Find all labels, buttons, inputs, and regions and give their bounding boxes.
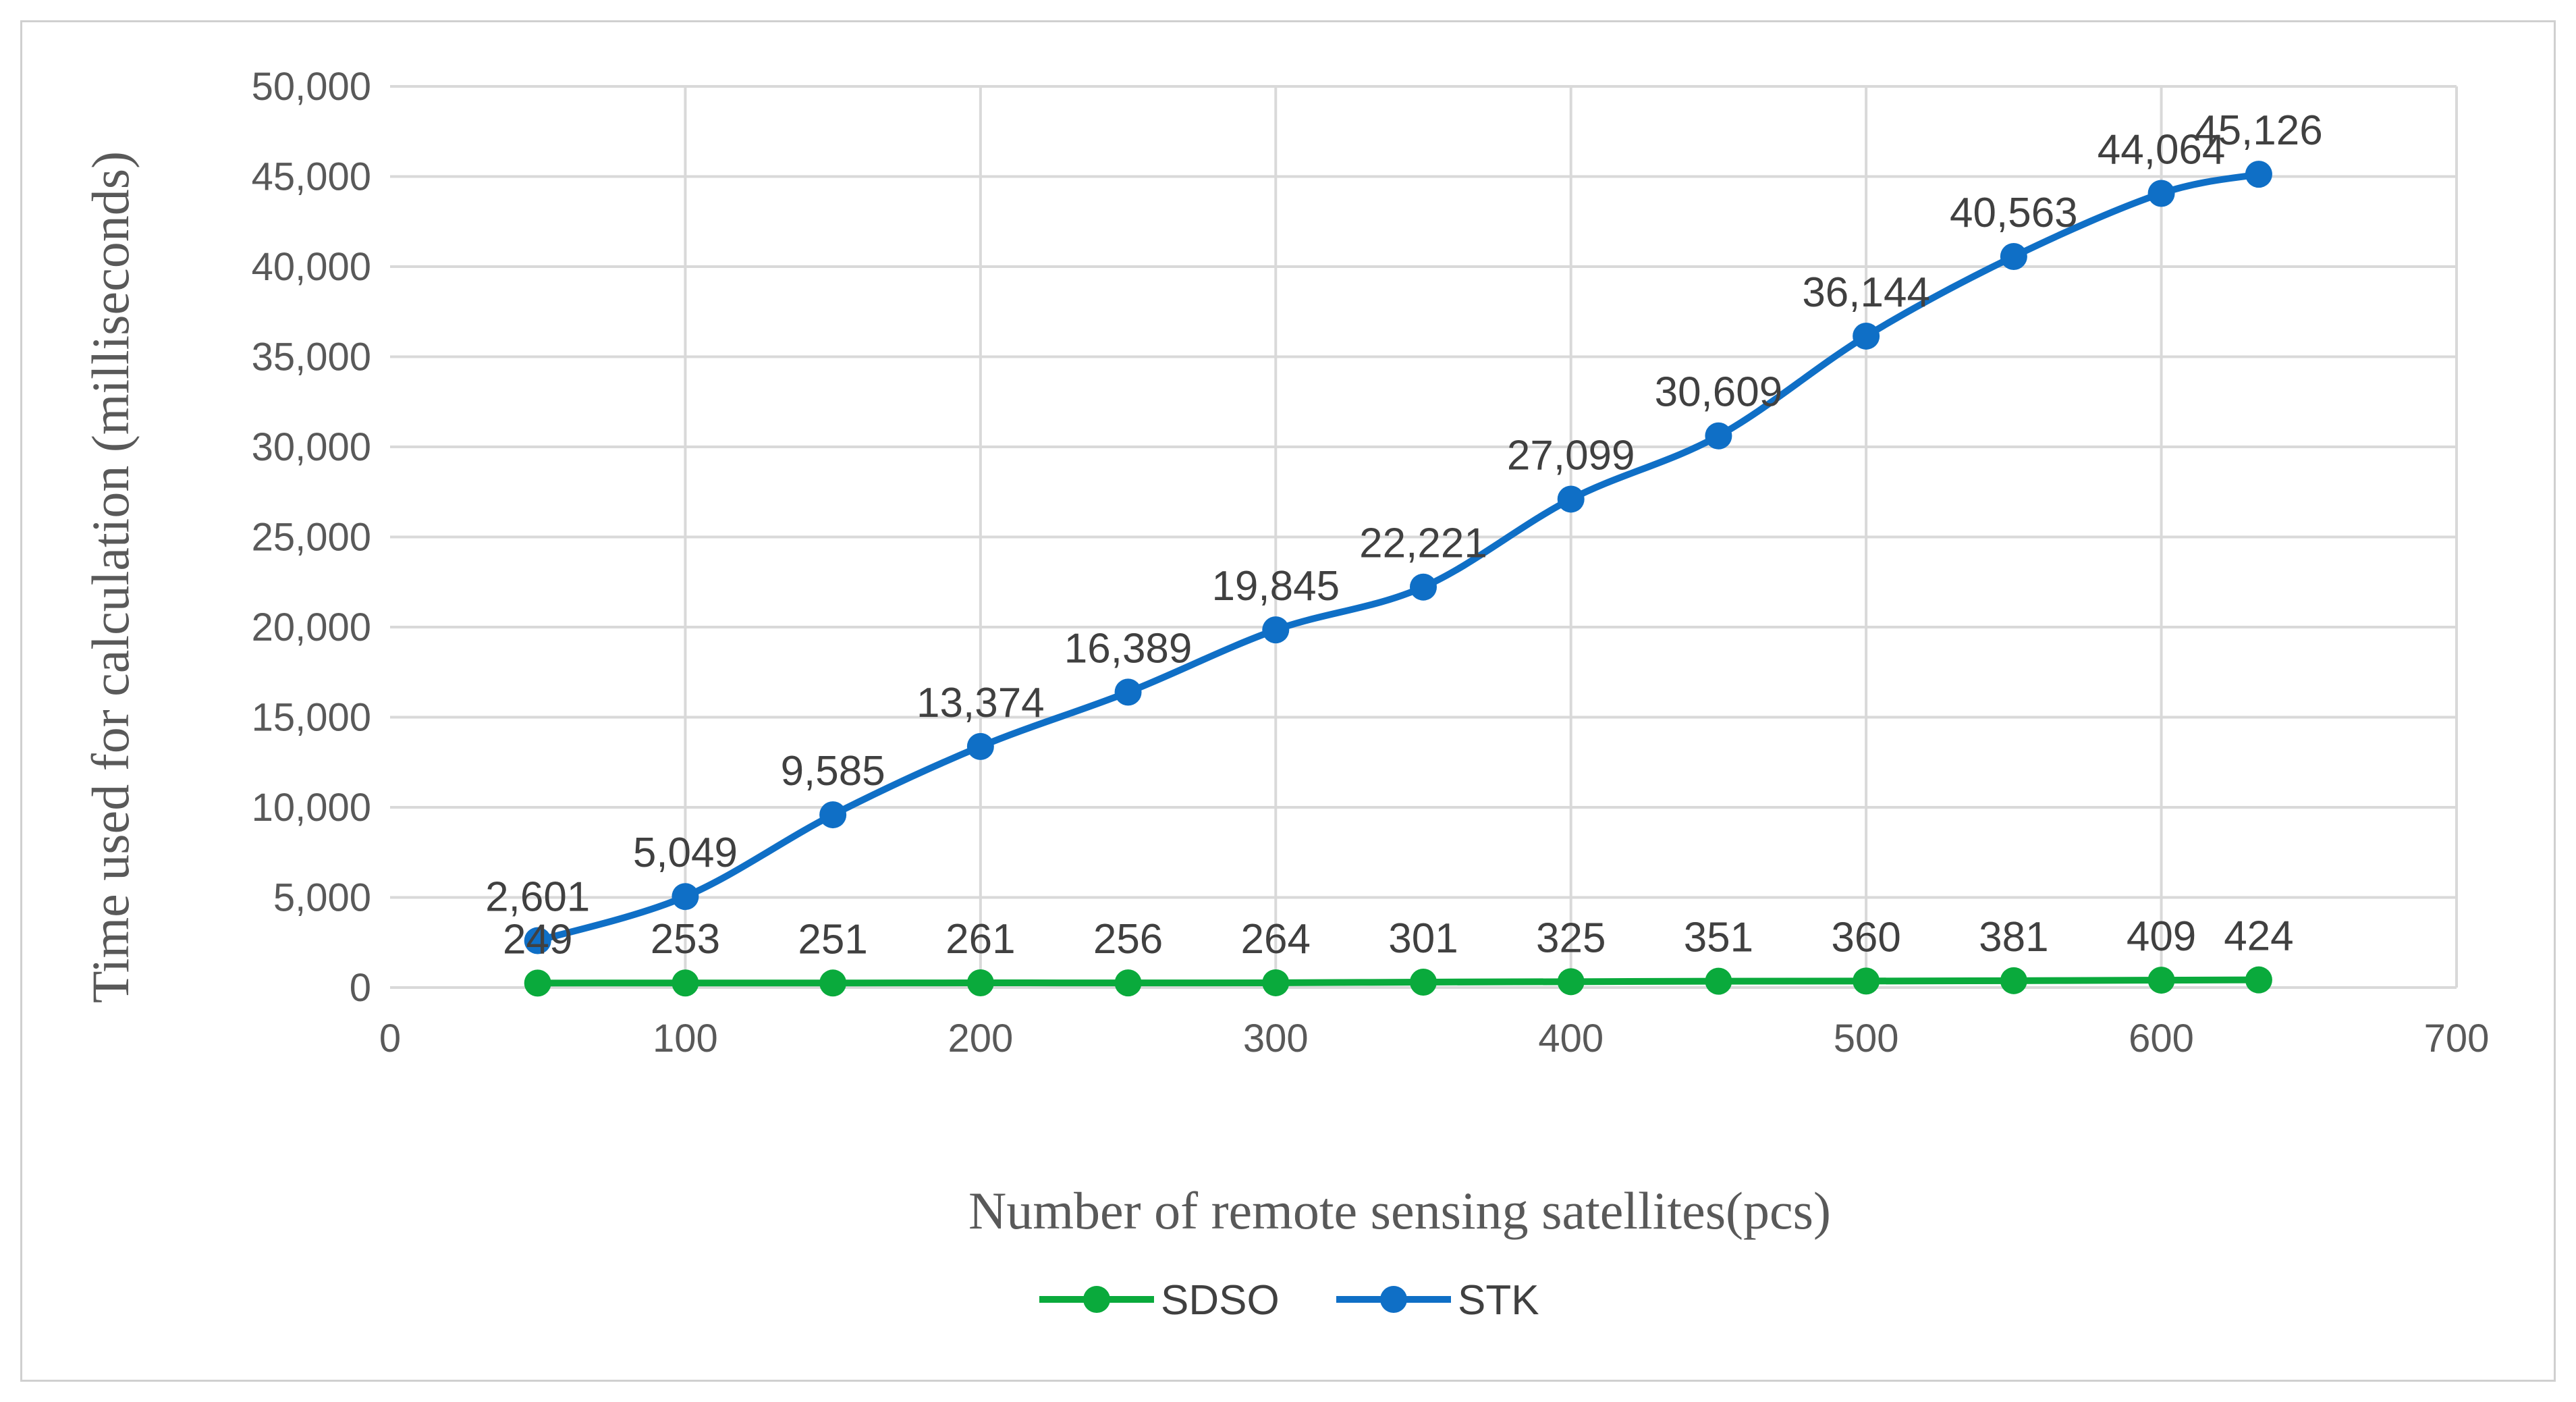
data-label-stk: 22,221: [1359, 520, 1487, 567]
x-tick-label: 400: [1538, 1017, 1604, 1060]
legend-swatch-marker: [1083, 1286, 1110, 1313]
legend-swatch-marker: [1380, 1286, 1407, 1313]
data-label-stk: 44,064: [2098, 126, 2226, 173]
data-label-sdso: 264: [1241, 916, 1311, 963]
y-tick-label: 10,000: [252, 786, 371, 830]
y-tick-label: 15,000: [252, 696, 371, 740]
y-tick-label: 30,000: [252, 425, 371, 469]
data-point-stk: [1410, 573, 1437, 601]
data-point-sdso: [1262, 969, 1290, 996]
y-axis-title: Time used for calculation (milliseconds): [81, 151, 140, 1003]
data-label-stk: 16,389: [1064, 625, 1193, 672]
data-label-stk: 13,374: [916, 680, 1045, 726]
data-label-sdso: 251: [798, 916, 867, 963]
data-point-stk: [1262, 616, 1290, 644]
data-label-stk: 5,049: [633, 830, 738, 876]
data-labels: 249 253 251 261 256 264 301 325 351 360 381 409 424 2…: [485, 107, 2323, 963]
data-label-sdso: 253: [651, 916, 720, 963]
x-axis-ticks: 0 100 200 300 400 500 600 700: [379, 1017, 2490, 1060]
data-label-sdso: 256: [1093, 916, 1163, 963]
series-lines: [534, 171, 2262, 987]
series-points: [524, 161, 2272, 997]
legend: SDSO STK: [1039, 1277, 1539, 1324]
data-point-sdso: [524, 969, 551, 997]
data-point-sdso: [2245, 966, 2272, 994]
data-label-stk: 45,126: [2195, 107, 2323, 154]
data-label-stk: 36,144: [1802, 269, 1930, 316]
data-point-stk: [1114, 678, 1142, 706]
data-point-sdso: [1410, 968, 1437, 996]
data-point-stk: [2000, 242, 2027, 270]
x-axis-title: Number of remote sensing satellites(pcs): [968, 1181, 1831, 1240]
data-label-stk: 19,845: [1211, 563, 1340, 610]
x-tick-label: 200: [948, 1017, 1013, 1060]
data-point-stk: [672, 883, 699, 911]
data-point-sdso: [1114, 969, 1142, 997]
data-label-sdso: 325: [1536, 915, 1606, 961]
data-point-stk: [1705, 422, 1732, 450]
data-label-sdso: 249: [503, 916, 572, 963]
y-tick-label: 20,000: [252, 605, 371, 649]
x-tick-label: 600: [2129, 1017, 2194, 1060]
data-label-sdso: 409: [2127, 913, 2196, 960]
data-label-stk: 27,099: [1507, 432, 1635, 479]
data-point-sdso: [1557, 968, 1585, 996]
y-tick-label: 45,000: [252, 155, 371, 199]
legend-item-sdso: SDSO: [1039, 1277, 1280, 1324]
data-point-stk: [524, 927, 551, 954]
y-tick-label: 5,000: [273, 876, 371, 920]
data-point-stk: [1557, 485, 1585, 513]
data-label-sdso: 351: [1684, 915, 1753, 961]
x-tick-label: 300: [1243, 1017, 1309, 1060]
y-axis-ticks: 0 5,000 10,000 15,000 20,000 25,000 30,000 35,0…: [252, 65, 371, 1010]
data-label-sdso: 261: [946, 916, 1015, 963]
data-label-sdso: 424: [2224, 913, 2293, 960]
data-point-stk: [2147, 180, 2175, 207]
y-tick-label: 25,000: [252, 516, 371, 560]
data-point-sdso: [1705, 967, 1732, 995]
legend-label: SDSO: [1161, 1277, 1280, 1324]
data-point-sdso: [2147, 967, 2175, 994]
data-point-stk: [819, 801, 847, 829]
y-tick-label: 40,000: [252, 245, 371, 289]
x-tick-label: 100: [653, 1017, 718, 1060]
data-point-stk: [1853, 322, 1880, 350]
data-point-sdso: [1853, 967, 1880, 995]
legend-item-stk: STK: [1336, 1277, 1539, 1324]
data-label-stk: 30,609: [1655, 369, 1783, 416]
data-label-sdso: 360: [1831, 914, 1900, 961]
x-tick-label: 0: [379, 1017, 401, 1060]
data-label-stk: 2,601: [485, 874, 590, 921]
legend-label: STK: [1458, 1277, 1539, 1324]
y-tick-label: 35,000: [252, 335, 371, 379]
data-point-sdso: [2000, 967, 2027, 994]
data-label-stk: 40,563: [1950, 190, 2078, 236]
data-point-stk: [2245, 161, 2272, 188]
y-tick-label: 50,000: [252, 65, 371, 109]
y-tick-label: 0: [350, 966, 371, 1010]
chart-frame: [20, 20, 2556, 1382]
data-point-stk: [966, 732, 994, 760]
data-point-sdso: [819, 969, 847, 997]
data-point-sdso: [966, 969, 994, 997]
data-label-sdso: 301: [1388, 915, 1458, 962]
x-tick-label: 500: [1834, 1017, 1899, 1060]
data-label-stk: 9,585: [781, 748, 885, 794]
data-label-sdso: 381: [1979, 914, 2048, 961]
data-point-sdso: [672, 969, 699, 997]
x-tick-label: 700: [2424, 1017, 2490, 1060]
